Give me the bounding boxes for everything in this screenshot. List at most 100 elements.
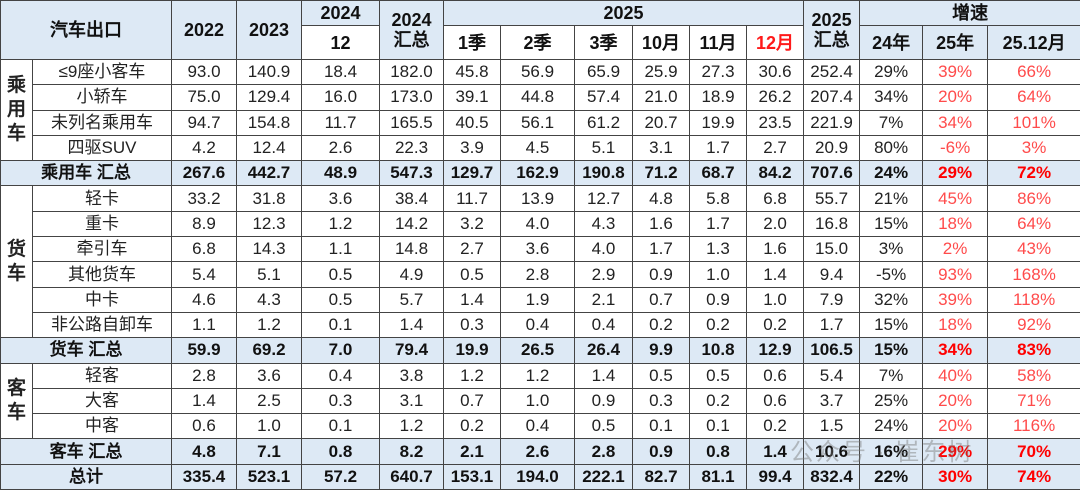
value-cell: 3.6 <box>301 185 380 212</box>
value-cell: 4.5 <box>500 134 575 162</box>
subtotal-row: 乘用车 汇总 267.6 442.7 48.9 547.3 129.7 162.9 190.8… <box>0 160 1080 187</box>
growth-cell: 66% <box>987 58 1080 86</box>
value-cell: 2.9 <box>574 261 633 288</box>
row-label: 四驱SUV <box>32 134 172 162</box>
growth-cell: 20% <box>922 413 989 440</box>
value-cell: 194.0 <box>500 463 575 490</box>
value-cell: 5.8 <box>689 185 747 212</box>
growth-cell: 86% <box>987 185 1080 212</box>
col-2022: 2022 <box>171 0 237 60</box>
value-cell: 1.0 <box>689 261 747 288</box>
growth-cell: 15% <box>859 210 924 238</box>
value-cell: 640.7 <box>379 463 444 490</box>
growth-cell: 29% <box>922 438 989 465</box>
value-cell: 3.2 <box>443 210 501 238</box>
value-cell: 0.1 <box>632 413 690 440</box>
value-cell: 2.8 <box>500 261 575 288</box>
row-label: 其他货车 <box>32 261 172 288</box>
value-cell: 1.3 <box>689 236 747 263</box>
value-cell: 56.9 <box>500 58 575 86</box>
growth-cell: 18% <box>922 210 989 238</box>
value-cell: 0.7 <box>632 286 690 313</box>
value-cell: 13.9 <box>500 185 575 212</box>
value-cell: 0.2 <box>745 311 805 339</box>
growth-cell: 116% <box>987 413 1080 440</box>
table-row: 大客 1.4 2.5 0.3 3.1 0.7 1.0 0.9 0.3 0.2 0.6 3.7 25% 20… <box>1 387 1080 415</box>
value-cell: 5.4 <box>171 261 237 288</box>
header-row-1: 汽车出口 2022 2023 2024 2024 汇总 2025 2025 汇总 增… <box>0 0 1080 60</box>
value-cell: 7.1 <box>236 438 302 465</box>
col-2025-period: 11月 <box>689 25 747 60</box>
value-cell: 154.8 <box>236 109 302 136</box>
grand-total-row: 总计 335.4 523.1 57.2 640.7 153.1 194.0 222.1 82.7… <box>0 463 1080 490</box>
value-cell: 182.0 <box>379 58 444 86</box>
value-cell: 2.6 <box>500 438 575 465</box>
growth-cell: 39% <box>922 286 989 313</box>
group-label: 客车 <box>0 362 33 440</box>
value-cell: 0.5 <box>443 261 501 288</box>
value-cell: 99.4 <box>745 463 805 490</box>
table-row: 四驱SUV 4.2 12.4 2.6 22.3 3.9 4.5 5.1 3.1 1.7 2.7 20.… <box>1 134 1080 162</box>
row-label: 重卡 <box>32 210 172 238</box>
value-cell: 19.9 <box>443 337 501 364</box>
value-cell: 16.8 <box>803 210 861 238</box>
table-row: 中卡 4.6 4.3 0.5 5.7 1.4 1.9 2.1 0.7 0.9 1.0 7.9 32% 39… <box>1 286 1080 313</box>
value-cell: 4.3 <box>574 210 633 238</box>
value-cell: 0.9 <box>632 261 690 288</box>
value-cell: 69.2 <box>236 337 302 364</box>
value-cell: 0.9 <box>689 286 747 313</box>
value-cell: 20.7 <box>632 109 690 136</box>
value-cell: 4.2 <box>171 134 237 162</box>
growth-cell: 29% <box>859 58 924 86</box>
growth-cell: 118% <box>987 286 1080 313</box>
value-cell: 8.9 <box>171 210 237 238</box>
subtotal-row: 货车 汇总 59.9 69.2 7.0 79.4 19.9 26.5 26.4 9.9 10.8 1… <box>0 337 1080 364</box>
value-cell: 0.3 <box>301 387 380 415</box>
value-cell: 3.1 <box>379 387 444 415</box>
value-cell: 4.0 <box>500 210 575 238</box>
col-2024-total: 2024 汇总 <box>379 0 444 60</box>
table-row: 其他货车 5.4 5.1 0.5 4.9 0.5 2.8 2.9 0.9 1.0 1.4 9.4 -5%… <box>1 261 1080 288</box>
growth-cell: 7% <box>859 362 924 389</box>
value-cell: 162.9 <box>500 160 575 187</box>
value-cell: 31.8 <box>236 185 302 212</box>
value-cell: 79.4 <box>379 337 444 364</box>
growth-cell: 40% <box>922 362 989 389</box>
value-cell: 547.3 <box>379 160 444 187</box>
table-row: 客车 轻客 2.8 3.6 0.4 3.8 1.2 1.2 1.4 0.5 0.5 0.6 5.4 7% 4… <box>0 362 1080 440</box>
value-cell: 1.1 <box>171 311 237 339</box>
col-2025-period: 10月 <box>632 25 690 60</box>
value-cell: 1.5 <box>803 413 861 440</box>
value-cell: 0.8 <box>689 438 747 465</box>
value-cell: 153.1 <box>443 463 501 490</box>
value-cell: 0.4 <box>500 413 575 440</box>
subtotal-label: 客车 汇总 <box>0 438 172 465</box>
value-cell: 65.9 <box>574 58 633 86</box>
value-cell: 14.2 <box>379 210 444 238</box>
growth-cell: 39% <box>922 58 989 86</box>
col-2024-12: 12 <box>301 25 380 60</box>
value-cell: 0.3 <box>443 311 501 339</box>
row-label: 轻客 <box>32 362 172 389</box>
col-2025-total-year: 2025 <box>811 10 852 30</box>
value-cell: 30.6 <box>745 58 805 86</box>
value-cell: 10.6 <box>803 438 861 465</box>
value-cell: 0.1 <box>301 311 380 339</box>
value-cell: 0.9 <box>632 438 690 465</box>
value-cell: 14.3 <box>236 236 302 263</box>
value-cell: 0.4 <box>574 311 633 339</box>
value-cell: 0.9 <box>574 387 633 415</box>
subtotal-row: 客车 汇总 4.8 7.1 0.8 8.2 2.1 2.6 2.8 0.9 0.8 1.4 10.6 1… <box>0 438 1080 465</box>
table-row: 小轿车 75.0 129.4 16.0 173.0 39.1 44.8 57.4 21.0 18.… <box>1 84 1080 111</box>
growth-cell: 20% <box>922 387 989 415</box>
value-cell: 7.0 <box>301 337 380 364</box>
value-cell: 207.4 <box>803 84 861 111</box>
col-growth-2: 25.12月 <box>987 25 1080 60</box>
growth-cell: 64% <box>987 210 1080 238</box>
value-cell: 0.5 <box>301 286 380 313</box>
value-cell: 2.6 <box>301 134 380 162</box>
value-cell: 5.7 <box>379 286 444 313</box>
growth-cell: 64% <box>987 84 1080 111</box>
value-cell: 81.1 <box>689 463 747 490</box>
